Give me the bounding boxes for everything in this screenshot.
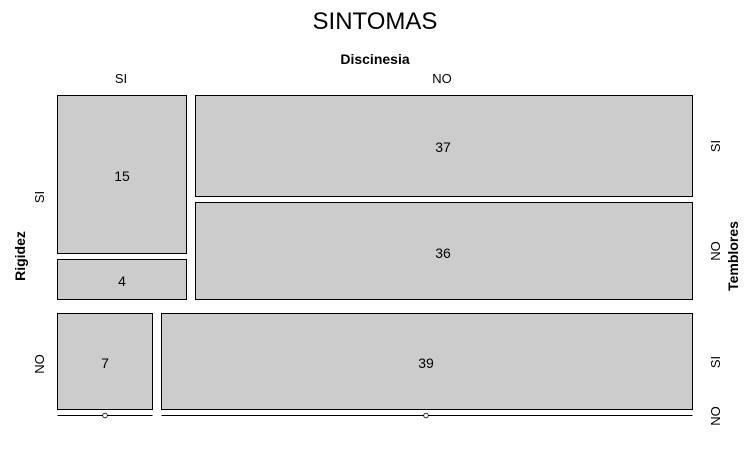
right-level-si-row2: SI xyxy=(708,356,723,368)
cell-rigidez-si-discinesia-no-temblores-si xyxy=(195,95,693,197)
cell-rigidez-no-discinesia-no-temblores-si xyxy=(161,313,693,410)
right-level-si-row1: SI xyxy=(708,140,723,152)
top-level-si: SI xyxy=(115,71,127,86)
chart-title: SINTOMAS xyxy=(313,8,438,35)
cell-rigidez-si-discinesia-si-temblores-si xyxy=(57,95,187,254)
zero-marker-discinesia-si xyxy=(102,412,108,419)
cell-label-rigidez-si-discinesia-no-temblores-si: 37 xyxy=(435,139,451,155)
cell-label-rigidez-no-discinesia-no-temblores-si: 39 xyxy=(418,355,434,371)
zero-marker-discinesia-no xyxy=(423,412,429,419)
right-variable-title: Temblores xyxy=(725,221,741,291)
right-level-no-row1: NO xyxy=(708,241,723,261)
top-variable-title: Discinesia xyxy=(340,51,409,67)
cell-label-rigidez-si-discinesia-si-temblores-no: 4 xyxy=(118,273,126,289)
top-level-no: NO xyxy=(432,71,452,86)
cell-label-rigidez-si-discinesia-no-temblores-no: 36 xyxy=(435,245,451,261)
right-level-no-row2: NO xyxy=(708,406,723,426)
left-variable-title: Rigidez xyxy=(12,231,28,281)
cell-rigidez-si-discinesia-si-temblores-no xyxy=(57,259,187,300)
left-level-no: NO xyxy=(32,354,47,374)
cell-rigidez-no-discinesia-si-temblores-si xyxy=(57,313,153,410)
cell-rigidez-si-discinesia-no-temblores-no xyxy=(195,202,693,300)
left-level-si: SI xyxy=(32,191,47,203)
cell-label-rigidez-no-discinesia-si-temblores-si: 7 xyxy=(101,355,109,371)
cell-label-rigidez-si-discinesia-si-temblores-si: 15 xyxy=(114,168,130,184)
